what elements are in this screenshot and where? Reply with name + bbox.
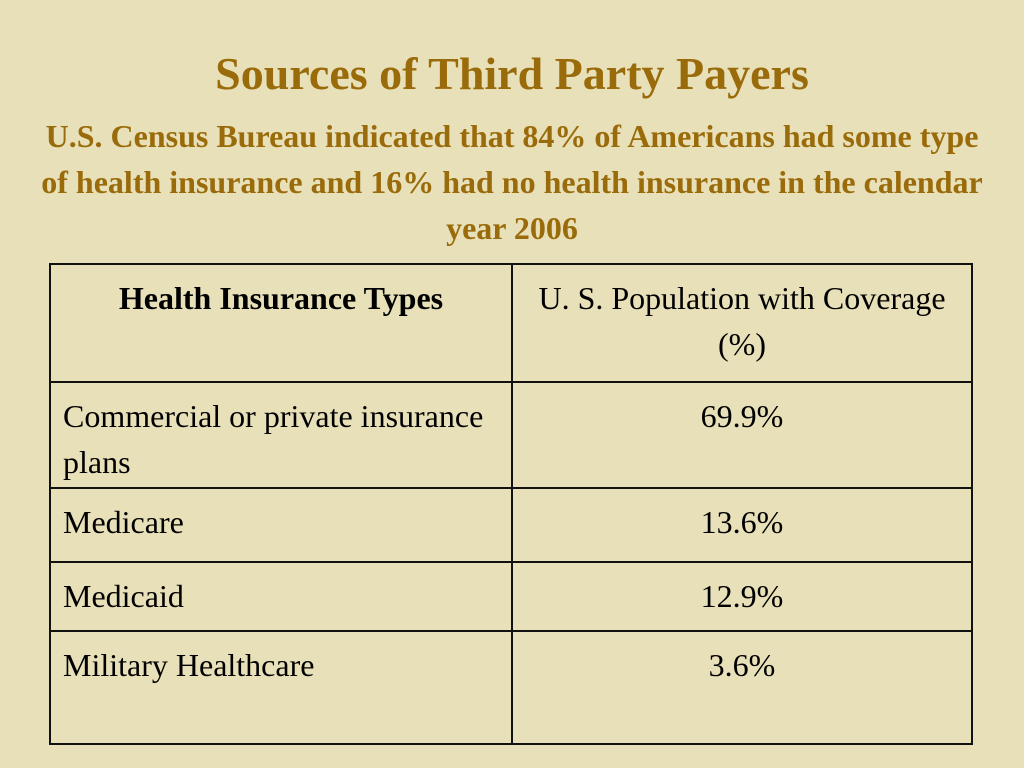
coverage-cell: 3.6% (511, 629, 973, 746)
insurance-type-cell: Military Healthcare (49, 629, 513, 746)
health-insurance-table: Health Insurance Types U. S. Population … (49, 262, 973, 746)
table-row: Medicare 13.6% (49, 487, 973, 563)
header-insurance-types: Health Insurance Types (49, 262, 513, 384)
coverage-cell: 12.9% (511, 560, 973, 632)
insurance-type-cell: Medicare (49, 487, 513, 563)
coverage-cell: 69.9% (511, 381, 973, 490)
slide-title: Sources of Third Party Payers (215, 48, 809, 99)
coverage-cell: 13.6% (511, 487, 973, 563)
slide-subtitle: U.S. Census Bureau indicated that 84% of… (41, 118, 983, 246)
insurance-type-cell: Commercial or private insurance plans (49, 381, 513, 490)
table-header-row: Health Insurance Types U. S. Population … (49, 262, 973, 384)
table-row: Commercial or private insurance plans 69… (49, 381, 973, 490)
insurance-type-cell: Medicaid (49, 560, 513, 632)
table-row: Medicaid 12.9% (49, 560, 973, 632)
table-row: Military Healthcare 3.6% (49, 629, 973, 746)
header-population-coverage: U. S. Population with Coverage (%) (511, 262, 973, 384)
